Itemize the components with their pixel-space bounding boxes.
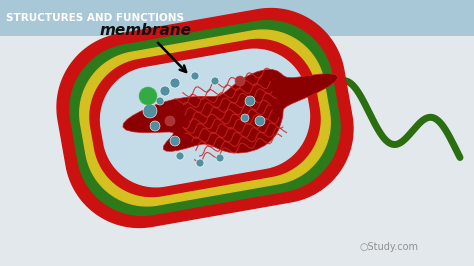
Ellipse shape bbox=[255, 116, 265, 126]
Ellipse shape bbox=[150, 121, 160, 131]
Ellipse shape bbox=[156, 97, 164, 105]
Polygon shape bbox=[57, 9, 353, 227]
FancyBboxPatch shape bbox=[0, 0, 474, 36]
Ellipse shape bbox=[211, 77, 219, 85]
Polygon shape bbox=[123, 69, 338, 153]
Text: STRUCTURES AND FUNCTIONS: STRUCTURES AND FUNCTIONS bbox=[6, 13, 184, 23]
Ellipse shape bbox=[176, 152, 184, 160]
Ellipse shape bbox=[235, 76, 245, 86]
Ellipse shape bbox=[139, 87, 157, 105]
Polygon shape bbox=[90, 39, 320, 197]
Text: membrane: membrane bbox=[100, 23, 192, 72]
Ellipse shape bbox=[160, 86, 170, 96]
Ellipse shape bbox=[170, 136, 180, 146]
Polygon shape bbox=[80, 30, 330, 206]
Text: ○Study.com: ○Study.com bbox=[360, 242, 419, 252]
Ellipse shape bbox=[196, 159, 204, 167]
Ellipse shape bbox=[191, 72, 199, 80]
Ellipse shape bbox=[170, 78, 180, 88]
Ellipse shape bbox=[216, 154, 224, 162]
Ellipse shape bbox=[165, 116, 175, 126]
Polygon shape bbox=[70, 21, 340, 215]
Ellipse shape bbox=[143, 104, 157, 118]
Polygon shape bbox=[100, 49, 310, 187]
Ellipse shape bbox=[245, 96, 255, 106]
Ellipse shape bbox=[241, 114, 249, 122]
